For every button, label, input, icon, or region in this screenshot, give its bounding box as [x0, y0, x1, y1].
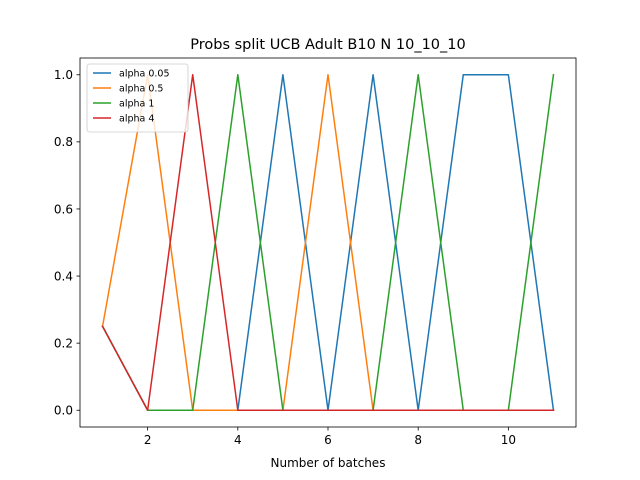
x-tick-label: 2 — [144, 433, 152, 447]
chart-title: Probs split UCB Adult B10 N 10_10_10 — [190, 37, 465, 53]
y-tick-label: 0.6 — [54, 202, 73, 216]
x-tick-label: 4 — [234, 433, 242, 447]
legend-box — [86, 63, 189, 133]
x-axis-label: Number of batches — [271, 456, 386, 470]
series-line-4 — [101, 74, 555, 411]
x-axis: 2 4 6 8 10 — [144, 427, 516, 447]
y-tick-label: 0.2 — [54, 336, 73, 350]
legend-label: alpha 4 — [119, 113, 154, 124]
y-tick-label: 0.0 — [54, 404, 73, 418]
legend-label: alpha 1 — [119, 98, 154, 109]
y-tick-label: 1.0 — [54, 68, 73, 82]
legend-label: alpha 0.05 — [119, 68, 170, 79]
x-tick-label: 10 — [501, 433, 516, 447]
y-axis: 0.0 0.2 0.4 0.6 0.8 1.0 — [54, 68, 80, 418]
y-tick-label: 0.4 — [54, 269, 73, 283]
legend-label: alpha 0.5 — [119, 83, 163, 94]
legend: alpha 0.05 alpha 0.5 alpha 1 alpha 4 — [86, 63, 189, 133]
x-tick-label: 6 — [324, 433, 332, 447]
series-layer — [101, 73, 555, 412]
x-tick-label: 8 — [414, 433, 422, 447]
y-tick-label: 0.8 — [54, 135, 73, 149]
